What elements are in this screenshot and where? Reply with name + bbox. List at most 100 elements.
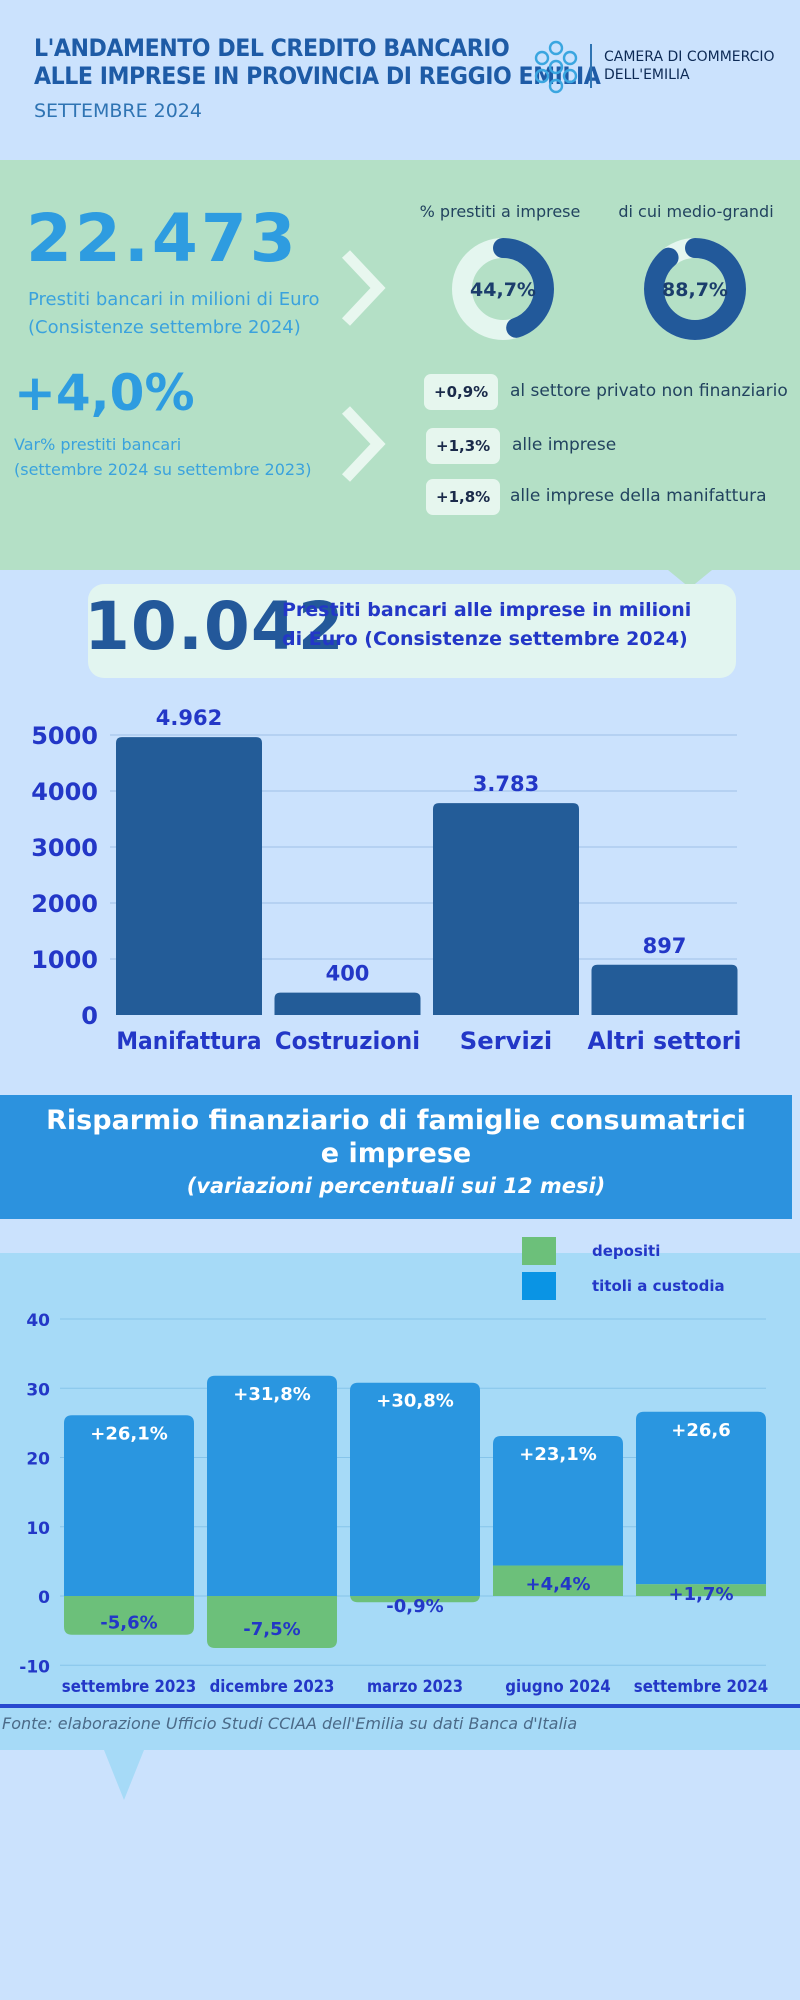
chamber-logo-icon — [534, 40, 578, 94]
bar — [591, 964, 738, 1015]
y-tick-label: 0 — [38, 1588, 50, 1608]
bar-titoli — [64, 1415, 194, 1596]
summary-panel — [0, 160, 800, 570]
donut-arc — [452, 238, 554, 340]
total-loans-desc-line-2: (Consistenze settembre 2024) — [28, 317, 301, 338]
private-sector-variation-badge: +0,9% — [424, 374, 499, 410]
x-category-label: dicembre 2023 — [210, 1677, 335, 1697]
depositi-value-label: -5,6% — [100, 1612, 157, 1633]
donut-value: 88,7% — [662, 279, 728, 301]
donut-large-firms: 88,7% — [644, 238, 746, 340]
bar-depositi — [64, 1596, 194, 1635]
loans-variation-description: Var% prestiti bancari (settembre 2024 su… — [14, 432, 312, 482]
bar-titoli — [207, 1375, 337, 1596]
x-category-label: marzo 2023 — [367, 1677, 463, 1697]
titoli-value-label: +26,6 — [671, 1420, 731, 1441]
y-tick-label: 2000 — [31, 890, 98, 918]
bar-value-label: 4.962 — [156, 706, 222, 730]
x-category-label: Costruzioni — [275, 1027, 420, 1055]
x-category-label: Manifattura — [116, 1027, 261, 1055]
organization-name: CAMERA DI COMMERCIO DELL'EMILIA — [604, 48, 775, 84]
bar-value-label: 897 — [643, 934, 687, 958]
titoli-value-label: +30,8% — [376, 1391, 454, 1412]
business-variation-label: alle imprese — [512, 435, 617, 455]
manufacturing-variation-label: alle imprese della manifattura — [510, 486, 767, 506]
legend-swatch — [522, 1272, 556, 1300]
depositi-value-label: -0,9% — [386, 1596, 443, 1617]
titoli-value-label: +31,8% — [233, 1384, 311, 1405]
chevron-right-icon — [341, 250, 386, 326]
variation-desc-line-1: Var% prestiti bancari — [14, 435, 182, 454]
business-loans-value: 10.042 — [84, 588, 345, 665]
y-tick-label: 3000 — [31, 834, 98, 862]
x-category-label: settembre 2023 — [62, 1677, 196, 1697]
source-note: Fonte: elaborazione Ufficio Studi CCIAA … — [2, 1714, 578, 1733]
y-tick-label: 40 — [26, 1311, 50, 1331]
y-tick-label: 1000 — [31, 946, 98, 974]
x-category-label: Servizi — [460, 1027, 552, 1055]
savings-title-line-2: e imprese — [320, 1138, 472, 1169]
y-tick-label: 30 — [26, 1380, 50, 1400]
y-tick-label: 5000 — [31, 722, 98, 750]
y-tick-label: 20 — [26, 1450, 50, 1470]
donut-large-firms-label: di cui medio-grandi — [618, 202, 774, 221]
bar-value-label: 400 — [326, 962, 370, 986]
savings-chart-subtitle: (variazioni percentuali sui 12 mesi) — [186, 1174, 606, 1198]
business-loans-desc-line-2: di Euro (Consistenze settembre 2024) — [282, 628, 688, 650]
titoli-value-label: +23,1% — [519, 1444, 597, 1465]
bar-titoli — [350, 1382, 480, 1596]
total-loans-description: Prestiti bancari in milioni di Euro (Con… — [28, 286, 320, 342]
page-subtitle: SETTEMBRE 2024 — [34, 100, 202, 122]
bar-depositi — [350, 1594, 480, 1603]
private-sector-variation-label: al settore privato non finanziario — [510, 381, 788, 401]
bar — [116, 737, 262, 1015]
sector-loans-bar-chart: 0 1000 2000 3000 4000 5000 4.962 Manifattura 400… — [31, 706, 742, 1055]
business-variation-badge: +1,3% — [426, 428, 501, 464]
bar — [433, 803, 579, 1015]
y-tick-label: -10 — [19, 1657, 50, 1677]
savings-panel-pointer — [104, 1750, 144, 1800]
x-category-label: giugno 2024 — [505, 1677, 611, 1697]
x-category-label: settembre 2024 — [634, 1677, 769, 1697]
bar-depositi — [493, 1565, 623, 1596]
business-loans-callout — [88, 584, 736, 678]
business-loans-description: Prestiti bancari alle imprese in milioni… — [282, 596, 691, 654]
source-divider — [0, 1704, 800, 1708]
manufacturing-variation-badge: +1,8% — [426, 479, 501, 515]
donut-business-loans: 44,7% — [452, 238, 554, 340]
legend-label: titoli a custodia — [592, 1277, 725, 1295]
bar-titoli — [636, 1411, 766, 1585]
donut-business-loans-label: % prestiti a imprese — [419, 202, 581, 221]
title-line-2: ALLE IMPRESE IN PROVINCIA DI REGGIO EMIL… — [34, 62, 601, 90]
x-category-label: Altri settori — [588, 1027, 742, 1055]
bar-depositi — [636, 1584, 766, 1596]
bar-titoli — [493, 1436, 623, 1566]
summary-panel-pointer — [668, 570, 712, 588]
total-loans-value: 22.473 — [26, 200, 299, 277]
donut-arc — [644, 238, 746, 340]
page-title: L'ANDAMENTO DEL CREDITO BANCARIO ALLE IM… — [34, 34, 601, 90]
savings-bar-chart: -10 0 10 20 30 40 depositi titoli a custodia +26… — [19, 1237, 769, 1697]
legend-label: depositi — [592, 1242, 660, 1260]
variation-desc-line-2: (settembre 2024 su settembre 2023) — [14, 460, 312, 479]
org-line-2: DELL'EMILIA — [604, 67, 690, 83]
savings-title-line-1: Risparmio finanziario di famiglie consum… — [46, 1105, 746, 1136]
title-line-1: L'ANDAMENTO DEL CREDITO BANCARIO — [34, 34, 510, 62]
loans-variation-value: +4,0% — [14, 364, 195, 422]
bar-depositi — [207, 1596, 337, 1648]
legend-swatch — [522, 1237, 556, 1265]
y-tick-label: 0 — [81, 1002, 98, 1030]
savings-chart-title: Risparmio finanziario di famiglie consum… — [0, 1104, 792, 1170]
depositi-value-label: +1,7% — [668, 1584, 733, 1605]
donut-value: 44,7% — [470, 279, 536, 301]
y-tick-label: 4000 — [31, 778, 98, 806]
org-line-1: CAMERA DI COMMERCIO — [604, 49, 775, 65]
depositi-value-label: -7,5% — [243, 1619, 300, 1640]
logo-divider — [590, 44, 592, 88]
total-loans-desc-line-1: Prestiti bancari in milioni di Euro — [28, 289, 320, 310]
depositi-value-label: +4,4% — [525, 1574, 590, 1595]
y-tick-label: 10 — [26, 1519, 50, 1539]
chevron-right-icon — [341, 406, 386, 482]
business-loans-desc-line-1: Prestiti bancari alle imprese in milioni — [282, 599, 692, 621]
bar-value-label: 3.783 — [473, 772, 539, 796]
